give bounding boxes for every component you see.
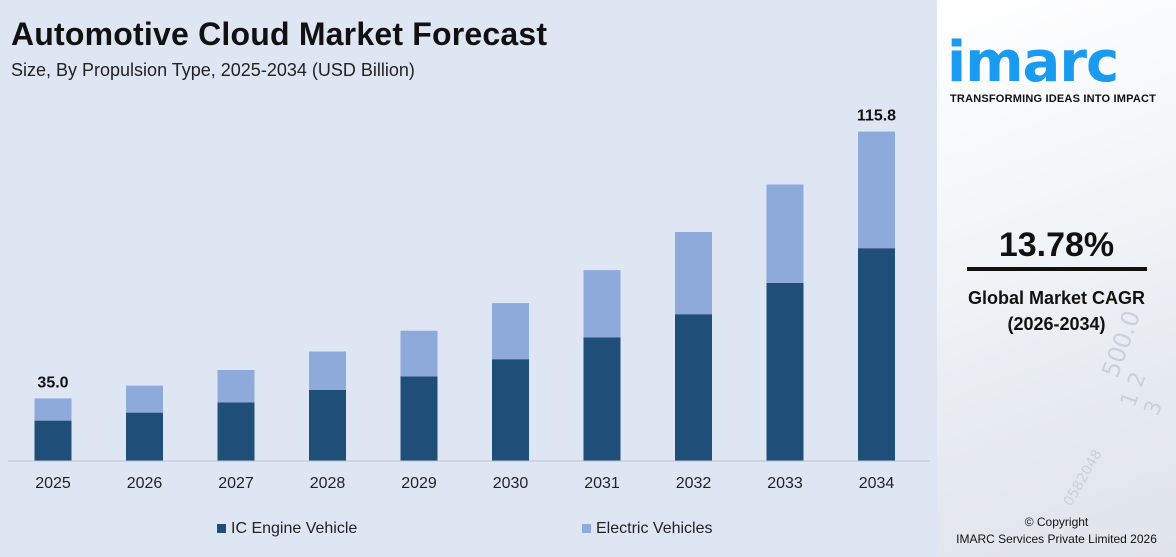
x-tick-label: 2026	[127, 475, 163, 492]
bar-electric-2027	[217, 370, 255, 403]
x-tick-label: 2030	[493, 475, 529, 492]
x-tick-label: 2034	[859, 475, 895, 492]
x-tick-label: 2027	[218, 475, 254, 492]
chart-panel: Automotive Cloud Market Forecast Size, B…	[0, 0, 937, 557]
bar-ic-engine-2025	[34, 420, 72, 461]
bar-ic-engine-2029	[400, 376, 438, 461]
bar-ic-engine-2027	[217, 402, 255, 461]
bar-electric-2030	[492, 303, 529, 360]
stacked-bar-chart: 2025 2026 2027 2028 2029 2030 2031 2032 2033 2034…	[8, 108, 930, 537]
cagr-label-line2: (2026-2034)	[1007, 314, 1106, 334]
x-tick-label: 2033	[767, 475, 803, 492]
bar-ic-engine-2032	[675, 314, 712, 461]
imarc-logo: imarc	[947, 30, 1119, 95]
bar-electric-2031	[583, 270, 621, 338]
background-watermark-text: 0582048	[1060, 446, 1106, 510]
bar-electric-2028	[309, 351, 346, 390]
x-tick-labels: 2025 2026 2027 2028 2029 2030 2031 2032 2033 2034	[35, 475, 894, 492]
bar-ic-engine-2028	[309, 389, 346, 461]
bar-ic-engine-2030	[492, 359, 529, 461]
legend-label-electric: Electric Vehicles	[596, 520, 713, 537]
x-tick-label: 2025	[35, 475, 71, 492]
copyright: © Copyright IMARC Services Private Limit…	[937, 514, 1176, 548]
copyright-line2: IMARC Services Private Limited 2026	[956, 532, 1157, 546]
bar-electric-2033	[766, 184, 804, 283]
cagr-label-line1: Global Market CAGR	[967, 288, 1146, 308]
copyright-line1: © Copyright	[1024, 515, 1089, 529]
x-tick-label: 2029	[401, 475, 437, 492]
bar-electric-2026	[126, 385, 163, 413]
chart-subtitle: Size, By Propulsion Type, 2025-2034 (USD…	[11, 60, 415, 80]
bar-electric-2025	[34, 398, 72, 421]
legend-swatch-ic-engine	[217, 524, 226, 533]
data-label-2034: 115.8	[857, 108, 896, 125]
bar-electric-2032	[675, 232, 712, 315]
legend-label-ic-engine: IC Engine Vehicle	[231, 520, 357, 537]
data-label-2025: 35.0	[37, 374, 68, 391]
x-tick-label: 2032	[676, 475, 712, 492]
legend-swatch-electric	[582, 524, 591, 533]
bar-electric-2034	[858, 131, 895, 249]
chart-title: Automotive Cloud Market Forecast	[11, 16, 548, 52]
legend: IC Engine Vehicle Electric Vehicles	[217, 520, 713, 537]
bar-ic-engine-2033	[766, 282, 804, 461]
bar-ic-engine-2031	[583, 337, 621, 462]
data-labels: 35.0 115.8	[37, 108, 896, 392]
bar-ic-engine-2034	[858, 248, 895, 461]
bars-layer	[34, 131, 895, 462]
cagr-label: Global Market CAGR (2026-2034)	[937, 285, 1176, 337]
x-tick-label: 2028	[310, 475, 346, 492]
sidebar-panel: 500.0 1 2 3 0582048 imarc TRANSFORMING I…	[937, 0, 1176, 557]
cagr-divider	[967, 267, 1147, 271]
cagr-value: 13.78%	[998, 226, 1115, 264]
logo-tagline: TRANSFORMING IDEAS INTO IMPACT	[950, 93, 1157, 105]
bar-electric-2029	[400, 330, 438, 377]
bar-ic-engine-2026	[126, 412, 163, 461]
x-tick-label: 2031	[584, 475, 620, 492]
